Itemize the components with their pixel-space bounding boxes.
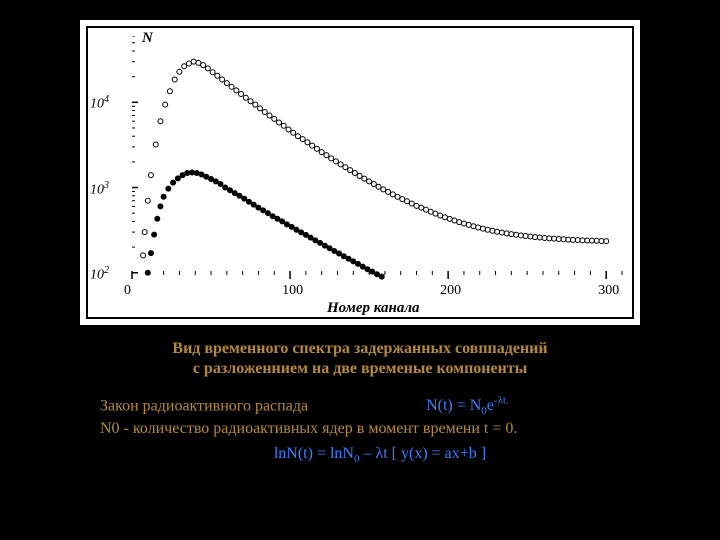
equation-2: lnN(t) = lnN0 – λt [ y(x) = ax+b ] — [274, 445, 486, 462]
x-tick-label: 100 — [282, 283, 303, 299]
x-tick-label: 0 — [124, 283, 131, 299]
n0-line: N0 - количество радиоактивных ядер в мом… — [100, 420, 660, 438]
x-tick-label: 300 — [598, 283, 619, 299]
chart-frame: N 102 103 104 0 100 200 300 Номер канала — [80, 20, 640, 325]
y-tick-label: 104 — [90, 94, 109, 113]
x-ticks — [132, 271, 622, 281]
law-line: Закон радиоактивного распада N(t) = N0e-… — [100, 395, 660, 418]
plot-area — [132, 36, 622, 281]
slide: N 102 103 104 0 100 200 300 Номер канала… — [0, 0, 720, 540]
equation-1: N(t) = N0e-λt. — [426, 397, 509, 414]
figure-caption-line1: Вид временного спектра задержанных совпп… — [0, 340, 720, 358]
law-label: Закон радиоактивного распада — [100, 397, 308, 414]
scatter-plot — [132, 36, 622, 281]
y-tick-label: 103 — [90, 180, 109, 199]
figure-caption-line2: с разложеннием на две временые компонент… — [0, 360, 720, 378]
y-tick-label: 102 — [90, 265, 109, 284]
chart-border: N 102 103 104 0 100 200 300 Номер канала — [86, 26, 634, 319]
equation-2-line: lnN(t) = lnN0 – λt [ y(x) = ax+b ] — [100, 445, 660, 465]
x-axis-title: Номер канала — [327, 300, 420, 317]
x-tick-label: 200 — [440, 283, 461, 299]
